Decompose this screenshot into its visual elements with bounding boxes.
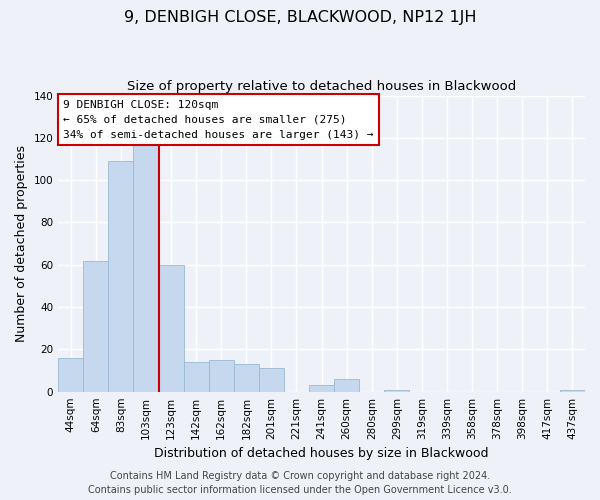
Title: Size of property relative to detached houses in Blackwood: Size of property relative to detached ho…: [127, 80, 516, 93]
Bar: [560, 390, 585, 392]
Bar: [259, 368, 284, 392]
X-axis label: Distribution of detached houses by size in Blackwood: Distribution of detached houses by size …: [154, 447, 489, 460]
Bar: [133, 144, 158, 392]
Text: Contains HM Land Registry data © Crown copyright and database right 2024.
Contai: Contains HM Land Registry data © Crown c…: [88, 471, 512, 495]
Bar: [109, 161, 133, 392]
Bar: [158, 265, 184, 392]
Bar: [385, 390, 409, 392]
Y-axis label: Number of detached properties: Number of detached properties: [15, 145, 28, 342]
Text: 9 DENBIGH CLOSE: 120sqm
← 65% of detached houses are smaller (275)
34% of semi-d: 9 DENBIGH CLOSE: 120sqm ← 65% of detache…: [64, 100, 374, 140]
Bar: [309, 386, 334, 392]
Bar: [209, 360, 234, 392]
Bar: [234, 364, 259, 392]
Bar: [334, 379, 359, 392]
Bar: [58, 358, 83, 392]
Bar: [83, 260, 109, 392]
Bar: [184, 362, 209, 392]
Text: 9, DENBIGH CLOSE, BLACKWOOD, NP12 1JH: 9, DENBIGH CLOSE, BLACKWOOD, NP12 1JH: [124, 10, 476, 25]
